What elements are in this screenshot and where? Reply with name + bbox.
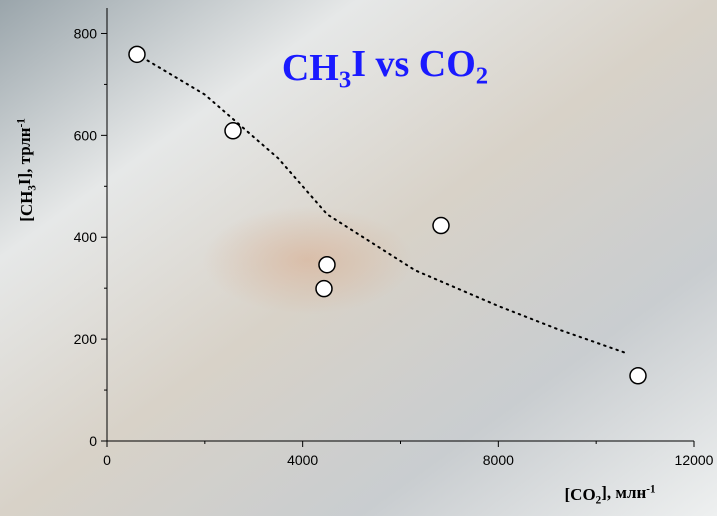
x-tick-label: 8000	[483, 452, 514, 468]
x-tick-label: 0	[103, 452, 111, 468]
data-point	[629, 367, 647, 385]
data-point	[432, 216, 450, 235]
y-tick-label: 0	[89, 433, 97, 449]
y-tick-label: 400	[74, 229, 98, 245]
y-tick-label: 600	[74, 127, 98, 143]
y-tick-label: 200	[74, 331, 98, 347]
y-tick-label: 800	[74, 25, 98, 41]
data-point	[318, 255, 336, 274]
x-tick-label: 12000	[675, 452, 714, 468]
data-point	[128, 45, 146, 64]
chart-title: CH3I vs CO2	[282, 43, 488, 93]
x-axis-label: [CO2], млн-1	[565, 483, 656, 506]
y-axis-label: [CH3I], трлн-1	[15, 118, 38, 222]
x-tick-label: 4000	[287, 452, 318, 468]
data-point	[224, 122, 242, 140]
data-point	[315, 279, 333, 298]
